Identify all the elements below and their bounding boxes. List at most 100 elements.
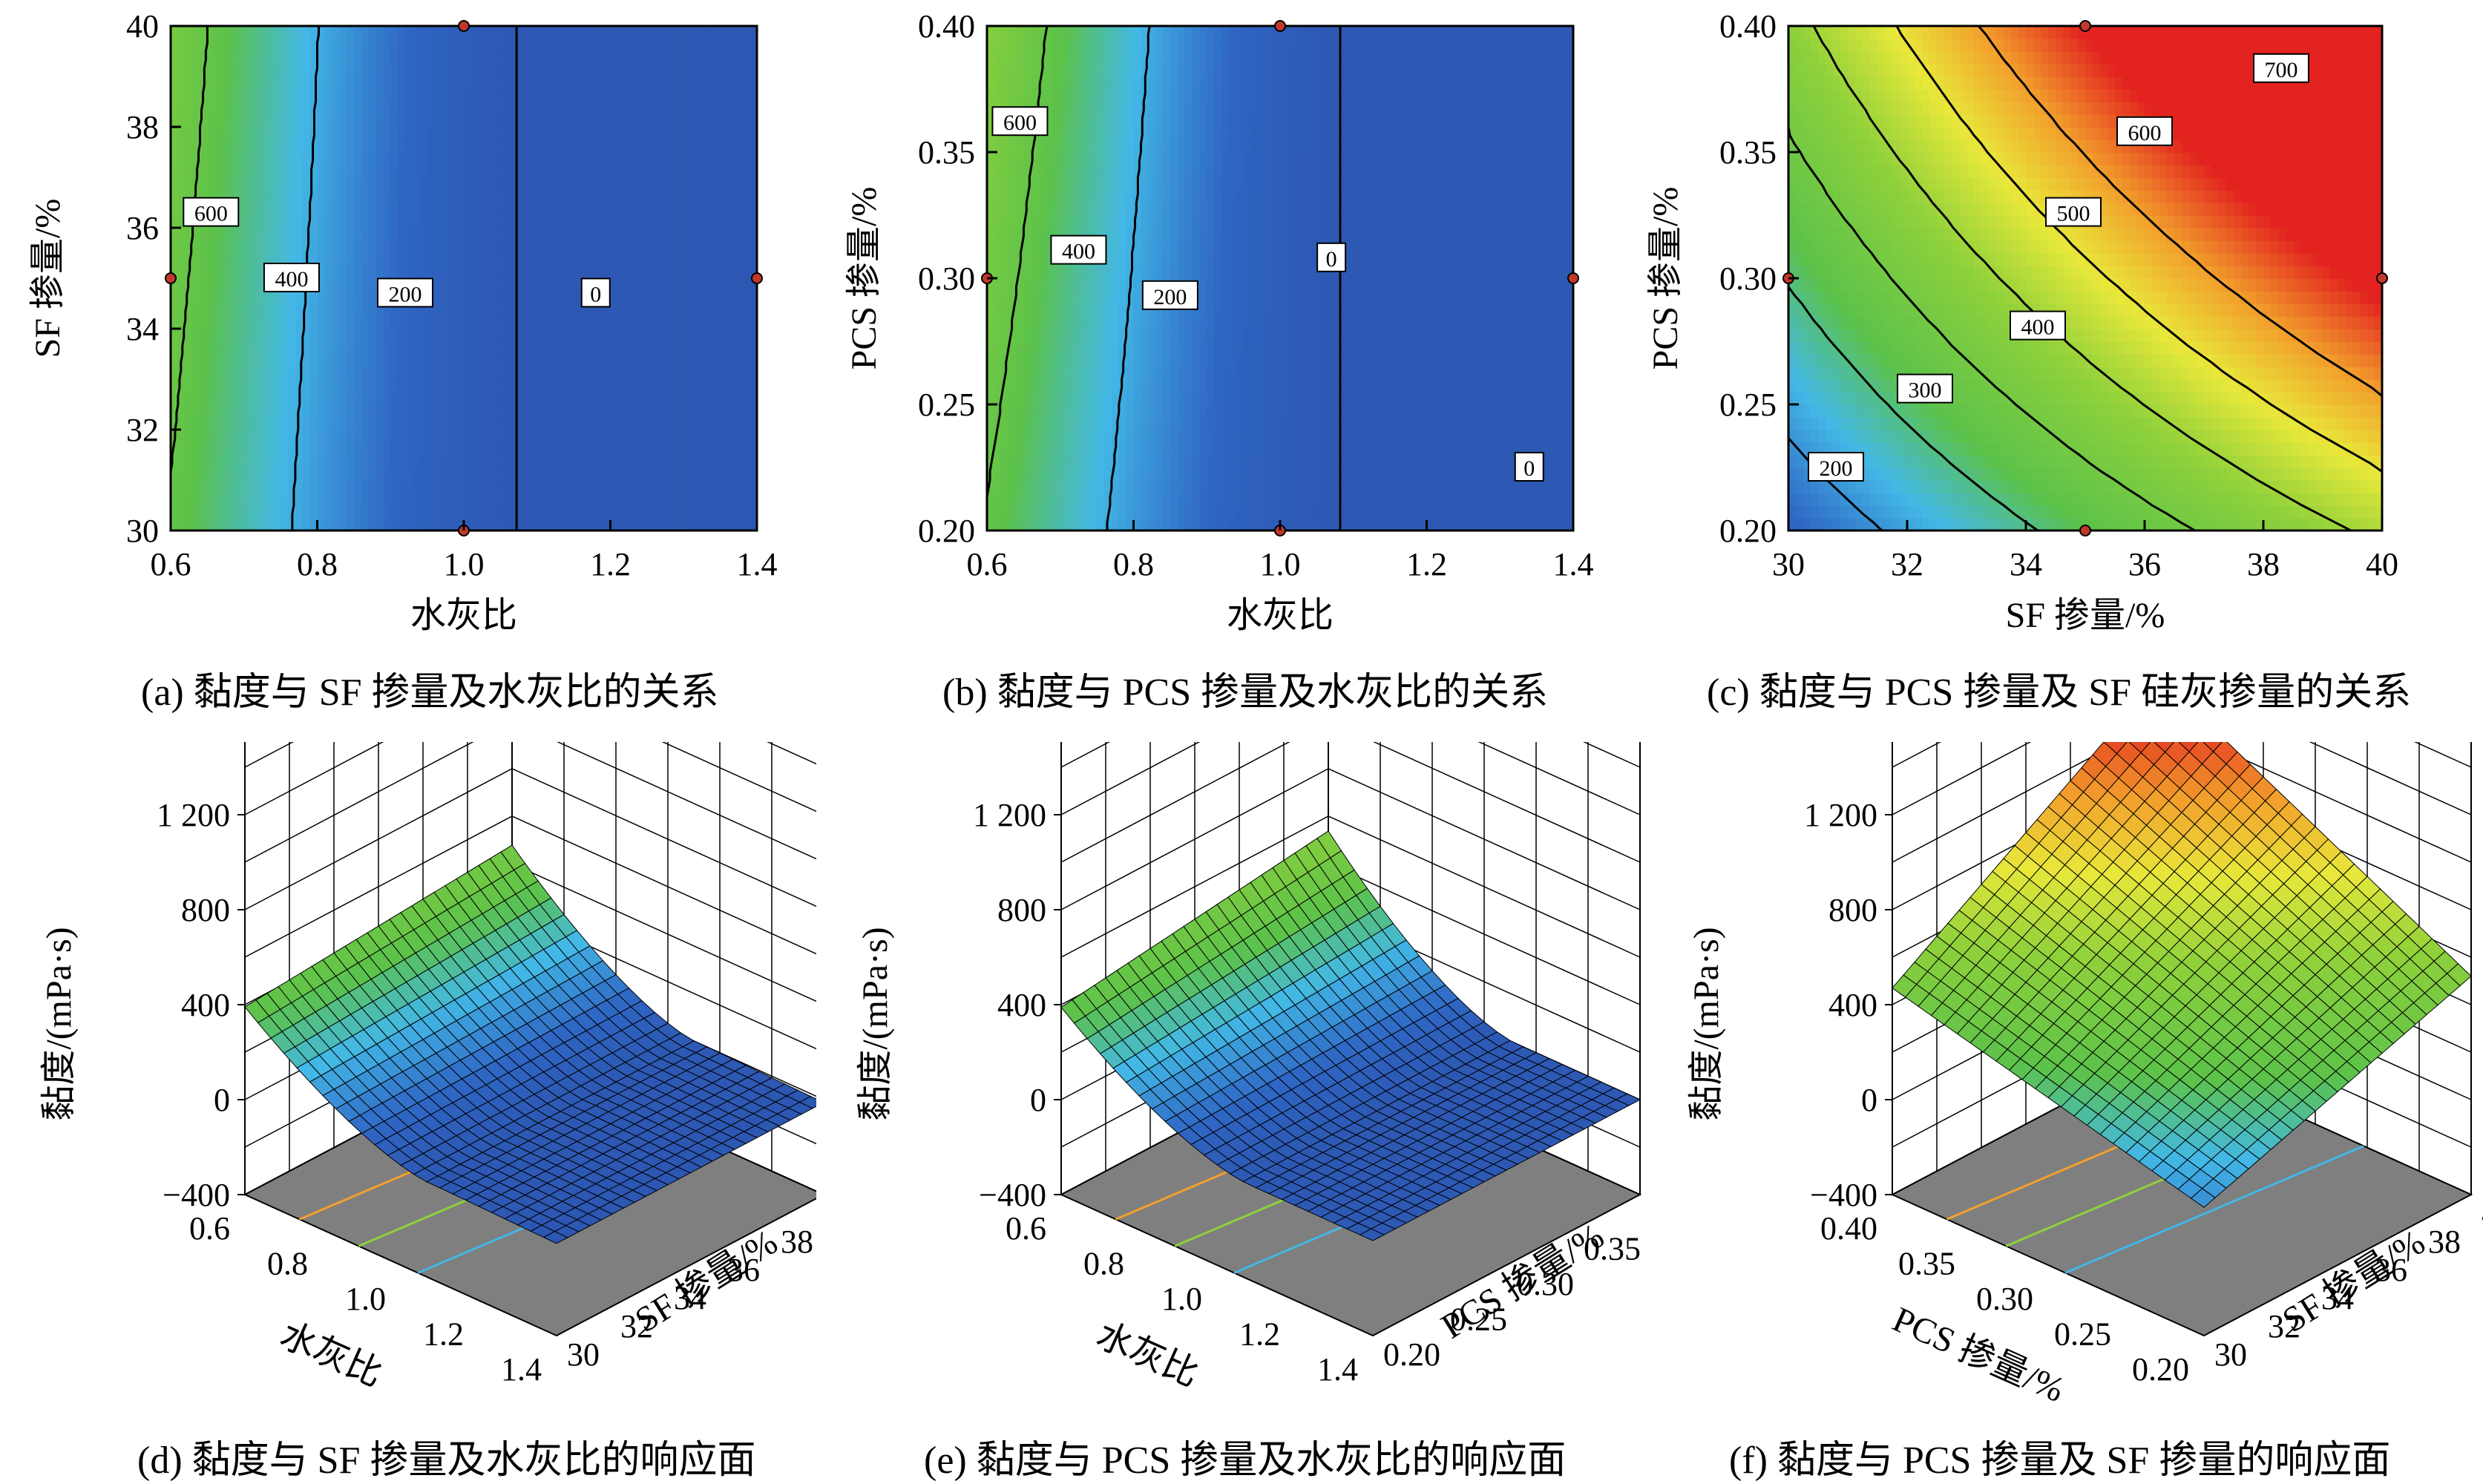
contour-cell xyxy=(1017,26,1025,39)
contour-cell xyxy=(281,114,289,128)
contour-cell xyxy=(596,354,604,367)
contour-cell xyxy=(1082,404,1090,418)
contour-cell xyxy=(713,392,721,405)
contour-cell xyxy=(552,228,560,241)
contour-cell xyxy=(500,442,508,456)
contour-cell xyxy=(1229,51,1237,65)
contour-cell xyxy=(1134,64,1142,77)
contour-cell xyxy=(200,165,209,178)
contour-cell xyxy=(1265,392,1273,405)
contour-cell xyxy=(266,442,274,456)
contour-cell xyxy=(281,165,289,178)
contour-cell xyxy=(728,404,736,418)
contour-cell xyxy=(1023,228,1031,241)
contour-cell xyxy=(1280,354,1288,367)
contour-cell xyxy=(1280,505,1288,519)
contour-cell xyxy=(735,139,743,153)
contour-cell xyxy=(559,505,567,519)
contour-cell xyxy=(1002,190,1010,203)
contour-cell xyxy=(193,329,201,342)
contour-cell xyxy=(1163,505,1171,519)
contour-cell xyxy=(1273,203,1281,216)
contour-cell xyxy=(493,278,502,292)
contour-cell xyxy=(1038,505,1046,519)
contour-cell xyxy=(1009,152,1017,165)
contour-cell xyxy=(1134,329,1142,342)
contour-cell xyxy=(559,303,567,317)
contour-cell xyxy=(369,404,377,418)
contour-cell xyxy=(552,114,560,128)
contour-cell xyxy=(200,341,209,355)
contour-cell xyxy=(683,291,692,304)
contour-cell xyxy=(1089,89,1098,102)
contour-cell xyxy=(545,152,553,165)
contour-cell xyxy=(1148,89,1156,102)
contour-cell xyxy=(1265,442,1273,456)
contour-cell xyxy=(1068,139,1076,153)
contour-cell xyxy=(655,480,663,493)
contour-cell xyxy=(456,291,465,304)
contour-cell xyxy=(566,190,574,203)
contour-cell xyxy=(324,329,332,342)
contour-cell xyxy=(1068,329,1076,342)
contour-cell xyxy=(994,316,1003,329)
contour-cell xyxy=(1185,228,1193,241)
contour-cell xyxy=(1193,39,1201,52)
contour-cell xyxy=(383,518,391,531)
contour-cell xyxy=(347,215,355,229)
contour-cell xyxy=(207,455,215,468)
contour-cell xyxy=(383,177,391,191)
contour-cell xyxy=(207,64,215,77)
contour-cell xyxy=(464,442,472,456)
contour-cell xyxy=(376,329,384,342)
contour-cell xyxy=(1038,367,1046,380)
contour-cell xyxy=(1089,303,1098,317)
contour-cell xyxy=(1155,354,1164,367)
contour-cell xyxy=(1068,51,1076,65)
contour-cell xyxy=(706,518,714,531)
contour-cell xyxy=(522,417,531,430)
contour-cell xyxy=(1060,367,1069,380)
contour-cell xyxy=(252,127,260,140)
contour-cell xyxy=(1302,467,1311,481)
contour-cell xyxy=(1244,291,1252,304)
contour-cell xyxy=(632,518,640,531)
contour-cell xyxy=(427,455,436,468)
contour-cell xyxy=(669,152,678,165)
contour-cell xyxy=(1302,303,1311,317)
contour-cell xyxy=(347,493,355,506)
contour-cell xyxy=(735,26,743,39)
contour-cell xyxy=(222,228,230,241)
contour-cell xyxy=(1141,455,1149,468)
contour-cell xyxy=(706,114,714,128)
contour-cell xyxy=(288,177,296,191)
contour-cell xyxy=(376,26,384,39)
contour-cell xyxy=(596,51,604,65)
contour-cell xyxy=(1141,329,1149,342)
contour-cell xyxy=(266,404,274,418)
contour-cell xyxy=(171,152,179,165)
contour-cell xyxy=(229,404,237,418)
contour-cell xyxy=(1258,215,1266,229)
contour-cell xyxy=(354,379,362,393)
contour-cell xyxy=(383,455,391,468)
contour-cell xyxy=(200,493,209,506)
contour-label: 200 xyxy=(378,278,433,306)
contour-cell xyxy=(1258,266,1266,279)
contour-cell xyxy=(1075,165,1083,178)
contour-cell xyxy=(1199,341,1207,355)
contour-cell xyxy=(1163,480,1171,493)
contour-cell xyxy=(1229,102,1237,115)
contour-cell xyxy=(252,455,260,468)
contour-cell xyxy=(229,253,237,266)
contour-cell xyxy=(332,367,340,380)
contour-cell xyxy=(318,404,326,418)
contour-cell xyxy=(1053,392,1061,405)
contour-cell xyxy=(1185,455,1193,468)
contour-cell xyxy=(1221,127,1230,140)
contour-cell xyxy=(449,417,457,430)
contour-cell xyxy=(1214,518,1222,531)
contour-cell xyxy=(405,316,413,329)
contour-cell xyxy=(1236,354,1244,367)
contour-cell xyxy=(405,505,413,519)
